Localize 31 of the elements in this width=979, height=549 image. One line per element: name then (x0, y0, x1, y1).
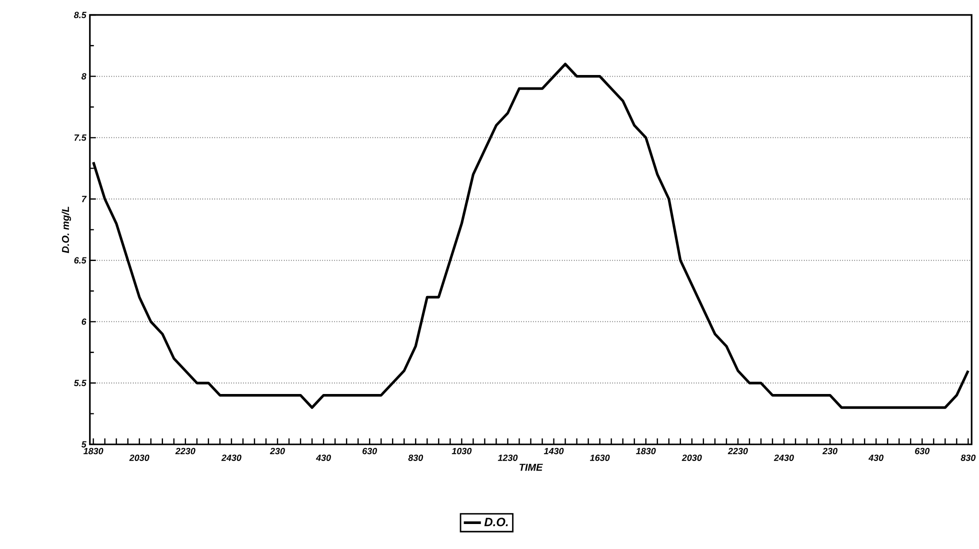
legend-label: D.O. (484, 518, 508, 526)
y-axis-title: D.O. mg/L (62, 206, 71, 253)
y-tick-label: 7.5 (74, 134, 86, 141)
x-tick-label: 430 (316, 454, 331, 461)
y-tick-label: 5.5 (74, 380, 86, 386)
x-tick-label: 630 (915, 448, 930, 454)
x-tick-label: 1230 (498, 454, 518, 461)
x-tick-label: 2430 (221, 454, 242, 461)
x-tick-label: 830 (960, 454, 976, 461)
x-tick-label: 630 (362, 448, 378, 454)
y-tick-label: 6 (82, 318, 86, 325)
y-tick-label: 6.5 (74, 257, 86, 264)
x-tick-label: 430 (868, 454, 884, 461)
x-tick-label: 2430 (774, 454, 794, 461)
x-tick-label: 1830 (83, 448, 104, 454)
x-tick-label: 2230 (175, 448, 196, 454)
x-tick-label: 2030 (682, 454, 702, 461)
x-tick-label: 1430 (544, 448, 564, 454)
y-tick-label: 8 (81, 73, 86, 80)
y-tick-label: 7 (82, 196, 87, 202)
x-tick-label: 2030 (129, 454, 150, 461)
y-tick-label: 8.5 (74, 12, 86, 18)
x-tick-label: 230 (822, 448, 838, 454)
x-tick-label: 2230 (728, 448, 748, 454)
x-tick-label: 1030 (452, 448, 472, 454)
x-tick-label: 1630 (590, 454, 610, 461)
x-tick-label: 1830 (636, 448, 656, 454)
x-tick-label: 230 (270, 448, 285, 454)
x-tick-label: 830 (408, 454, 424, 461)
x-axis-title: TIME (520, 464, 543, 471)
y-tick-label: 5 (81, 441, 86, 448)
